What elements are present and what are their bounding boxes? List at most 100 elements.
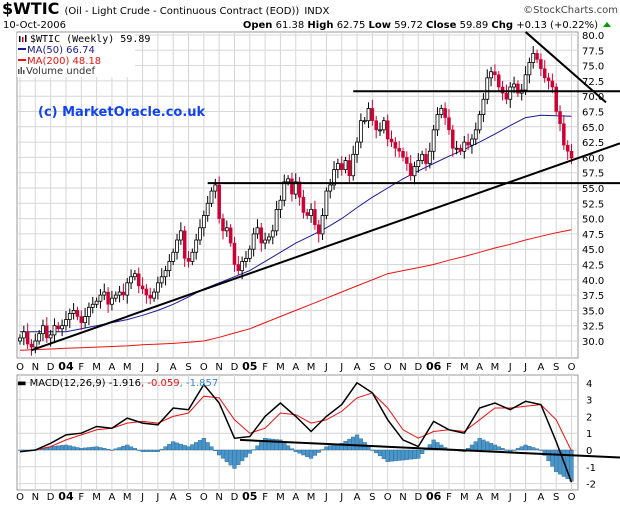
- month-tick-label: J: [140, 492, 144, 503]
- candle-down: [313, 209, 317, 225]
- macd-histogram-bar: [481, 439, 486, 451]
- candle-up: [512, 83, 516, 88]
- price-tick-label: 40.0: [582, 276, 604, 287]
- month-tick-label: S: [553, 362, 559, 373]
- ma50-swatch: [18, 48, 26, 50]
- macd-histogram-bar: [67, 445, 72, 451]
- macd-histogram-bar: [247, 449, 252, 454]
- macd-histogram-bar: [500, 448, 505, 451]
- candle-up: [117, 291, 122, 296]
- candle-up: [335, 163, 340, 171]
- candle-up: [155, 282, 160, 293]
- macd-histogram-bar: [389, 449, 394, 462]
- month-tick-label: D: [231, 492, 239, 503]
- macd-histogram-bar: [488, 443, 494, 451]
- legend-box: [17, 33, 135, 77]
- macd-tick-label: 2: [586, 412, 592, 423]
- low-value: 59.72: [394, 20, 423, 31]
- macd-histogram-bar: [167, 443, 172, 451]
- macd-histogram-bar: [469, 444, 475, 451]
- candle-down: [550, 80, 555, 88]
- legend-volume: Volume undef: [26, 66, 96, 77]
- ma200-line: [19, 229, 572, 351]
- macd-tick-label: 4: [586, 379, 592, 390]
- month-tick-label: S: [553, 492, 559, 503]
- macd-histogram-bar: [79, 448, 84, 451]
- macd-histogram-bar: [255, 445, 260, 451]
- macd-histogram-bar: [477, 438, 482, 451]
- legend-ma50: MA(50) 66.74: [27, 45, 95, 56]
- candle-down: [458, 147, 463, 152]
- candle-legend-icon: [19, 35, 27, 42]
- candle-up: [508, 86, 513, 100]
- candle-up: [286, 178, 291, 183]
- macd-histogram-bar: [305, 449, 310, 457]
- macd-histogram-bar: [412, 449, 417, 460]
- month-tick-label: A: [108, 492, 115, 503]
- month-tick-label: M: [276, 492, 285, 503]
- candle-down: [217, 184, 221, 219]
- candle-up: [378, 129, 382, 132]
- candle-down: [232, 242, 237, 265]
- month-tick-label: A: [476, 362, 483, 373]
- macd-histogram-bar: [408, 449, 413, 460]
- macd-histogram-bar: [546, 449, 551, 462]
- candle-down: [385, 120, 390, 140]
- month-tick-label: A: [354, 492, 361, 503]
- candle-down: [347, 160, 352, 177]
- candle-up: [489, 71, 493, 79]
- candle-up: [293, 181, 298, 195]
- brand-logo: ©StockCharts.com: [523, 5, 618, 16]
- open-label: Open: [243, 20, 273, 31]
- macd-histogram-bar: [56, 445, 61, 451]
- macd-histogram-bar: [148, 449, 153, 452]
- candle-down: [374, 120, 378, 131]
- price-tick-label: 70.0: [582, 92, 604, 103]
- macd-histogram-bar: [63, 444, 69, 451]
- price-tick-label: 62.5: [582, 138, 604, 149]
- macd-histogram-bar: [182, 445, 187, 451]
- macd-histogram-bar: [224, 449, 229, 462]
- close-value: 59.89: [460, 20, 489, 31]
- macd-histogram-bar: [316, 449, 321, 453]
- macd-histogram-bar: [243, 449, 249, 458]
- candle-down: [228, 227, 233, 244]
- macd-tick-label: -2: [586, 480, 596, 491]
- month-tick-label: D: [47, 362, 55, 373]
- macd-histogram-bar: [128, 446, 134, 451]
- month-tick-label: M: [92, 362, 101, 373]
- candle-down: [45, 325, 49, 339]
- candle-down: [29, 343, 34, 348]
- candle-down: [397, 147, 401, 152]
- macd-tick-label: 0: [586, 446, 592, 457]
- macd-histogram-bar: [538, 449, 543, 451]
- macd-histogram-bar: [83, 447, 88, 451]
- candle-up: [462, 141, 467, 152]
- macd-histogram-bar: [354, 434, 360, 451]
- macd-histogram-bar: [190, 444, 195, 451]
- macd-plot-area: [16, 374, 579, 491]
- month-tick-label: F: [446, 492, 452, 503]
- candle-down: [451, 129, 455, 149]
- macd-histogram-bar: [102, 448, 107, 451]
- candle-up: [178, 230, 183, 241]
- macd-legend: ▬ MACD(12,26,9) -1.916, -0.059, -1.857: [17, 378, 218, 389]
- month-tick-label: 06: [426, 360, 442, 373]
- chg-label: Chg: [491, 20, 513, 31]
- up-arrow-icon: [603, 22, 611, 27]
- candle-up: [282, 181, 287, 201]
- month-tick-label: M: [491, 362, 500, 373]
- candle-up: [531, 52, 536, 63]
- macd-histogram-bar: [60, 445, 65, 451]
- macd-histogram-bar: [297, 449, 302, 454]
- macd-histogram-bar: [90, 446, 95, 451]
- candle-down: [516, 83, 520, 94]
- month-tick-label: M: [123, 492, 132, 503]
- candle-up: [83, 316, 88, 324]
- exchange: INDX: [304, 6, 329, 17]
- month-tick-label: D: [414, 492, 422, 503]
- candle-down: [290, 178, 294, 195]
- candle-down: [297, 181, 302, 198]
- price-tick-label: 45.0: [582, 245, 604, 256]
- candle-up: [152, 291, 156, 299]
